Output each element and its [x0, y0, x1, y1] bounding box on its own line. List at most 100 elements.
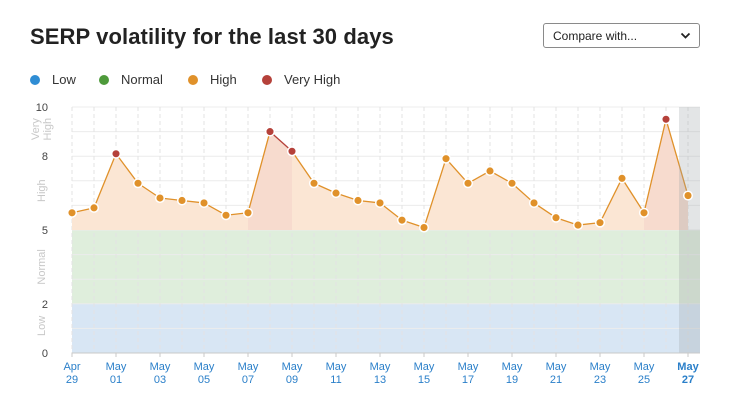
x-tick-label-day: 01: [110, 374, 122, 386]
compare-dropdown-label: Compare with...: [553, 29, 638, 43]
x-tick-label-day: 25: [638, 374, 650, 386]
data-point[interactable]: [572, 220, 584, 231]
data-point[interactable]: [418, 222, 430, 233]
band-bg-3: [72, 107, 700, 132]
x-tick-label-month: May: [326, 361, 347, 373]
y-tick-label: 8: [42, 151, 48, 163]
data-point[interactable]: [506, 178, 518, 189]
x-tick-label-month: May: [502, 361, 523, 373]
series-line-segment: [115, 153, 139, 184]
data-point[interactable]: [462, 178, 474, 189]
x-tick-label-month: May: [238, 361, 259, 373]
data-point[interactable]: [154, 192, 166, 204]
x-tick-label-day: 09: [286, 374, 298, 386]
compare-dropdown[interactable]: Compare with...: [543, 23, 700, 48]
data-point[interactable]: [682, 190, 694, 201]
x-tick-label-month: May: [634, 361, 655, 373]
legend-label-normal: Normal: [121, 72, 163, 87]
data-point[interactable]: [330, 188, 342, 199]
data-point[interactable]: [88, 202, 100, 213]
legend-dot-normal: [99, 74, 109, 85]
band-label: High: [36, 179, 48, 202]
data-point[interactable]: [352, 195, 364, 206]
data-point[interactable]: [176, 195, 188, 206]
series-line-segment: [93, 153, 117, 209]
x-tick-label-day: 15: [418, 374, 430, 386]
data-point[interactable]: [616, 173, 628, 184]
legend-label-low: Low: [52, 72, 76, 87]
series-line-segment: [599, 178, 623, 223]
x-tick-label-month: May: [282, 361, 303, 373]
very-high-area: [644, 119, 688, 230]
series-line-segment: [445, 158, 469, 184]
legend-dot-very-high: [262, 74, 272, 85]
x-tick-label-month: May: [370, 361, 391, 373]
data-point[interactable]: [264, 126, 276, 137]
legend-dot-high: [188, 74, 198, 85]
data-point[interactable]: [638, 207, 650, 218]
data-point[interactable]: [528, 197, 540, 208]
x-tick-label-day: 05: [198, 374, 210, 386]
data-point[interactable]: [594, 217, 606, 228]
data-point[interactable]: [132, 178, 144, 189]
y-tick-label: 5: [42, 225, 48, 237]
series-line-segment: [423, 158, 447, 228]
x-tick-label-day: 19: [506, 374, 518, 386]
y-tick-label: 10: [36, 102, 48, 114]
x-tick-label-month: Apr: [63, 361, 80, 373]
y-tick-label: 2: [42, 299, 48, 311]
series-line-segment: [621, 177, 645, 214]
legend-label-very-high: Very High: [284, 72, 341, 87]
band-label: Normal: [36, 249, 48, 284]
x-tick-label-month: May: [546, 361, 567, 373]
x-tick-label-month: May: [677, 361, 699, 373]
data-point[interactable]: [286, 146, 298, 157]
series-line-segment: [665, 119, 689, 196]
x-tick-label-day: 11: [330, 374, 341, 386]
series-line-segment: [643, 119, 667, 213]
band-label: Very: [30, 118, 42, 141]
x-tick-label-month: May: [590, 361, 611, 373]
x-tick-label-month: May: [414, 361, 435, 373]
legend-item-high[interactable]: High: [188, 72, 237, 87]
legend-label-high: High: [210, 72, 237, 87]
x-tick-label-month: May: [194, 361, 215, 373]
series-line-segment: [291, 150, 315, 184]
x-tick-label-day: 29: [66, 374, 78, 386]
x-tick-label-month: May: [106, 361, 127, 373]
data-point[interactable]: [242, 207, 254, 218]
data-point[interactable]: [220, 210, 232, 221]
x-tick-label-day: 17: [462, 374, 474, 386]
x-tick-label-day: 03: [154, 374, 166, 386]
band-normal: [72, 230, 700, 304]
chevron-down-icon: [680, 32, 691, 39]
selected-day-highlight[interactable]: [679, 107, 700, 353]
legend-dot-low: [30, 74, 40, 85]
x-tick-label-day: 21: [550, 374, 562, 386]
band-label: Low: [36, 316, 48, 336]
data-point[interactable]: [374, 197, 386, 208]
data-point[interactable]: [660, 114, 672, 125]
legend-item-low[interactable]: Low: [30, 72, 76, 87]
very-high-area: [248, 131, 292, 230]
x-tick-label-day: 27: [682, 374, 694, 386]
x-tick-label-month: May: [458, 361, 479, 373]
data-point[interactable]: [66, 207, 78, 218]
data-point[interactable]: [396, 215, 408, 226]
data-point[interactable]: [198, 197, 210, 208]
x-tick-label-day: 07: [242, 374, 254, 386]
x-tick-label-month: May: [150, 361, 171, 373]
x-tick-label-day: 23: [594, 374, 606, 386]
data-point[interactable]: [308, 178, 320, 189]
data-point[interactable]: [110, 148, 122, 159]
data-point[interactable]: [550, 212, 562, 223]
data-point[interactable]: [440, 153, 452, 164]
series-line-segment: [247, 131, 271, 213]
x-tick-label-day: 13: [374, 374, 386, 386]
legend-item-very-high[interactable]: Very High: [262, 72, 340, 87]
band-label: High: [42, 118, 54, 141]
page-title: SERP volatility for the last 30 days: [30, 24, 394, 49]
data-point[interactable]: [484, 165, 496, 177]
legend-item-normal[interactable]: Normal: [99, 72, 163, 87]
